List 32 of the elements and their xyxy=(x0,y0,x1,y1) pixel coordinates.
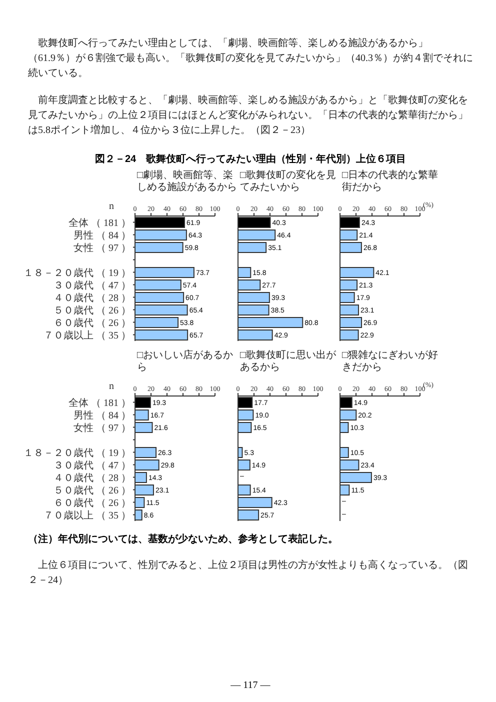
y-tick-label: ４０歳代 （ 28 ） xyxy=(54,472,131,484)
y-tick-label: 女性 （ 97 ） xyxy=(74,242,131,254)
y-tick-label: 全体 （ 181 ） xyxy=(68,216,131,229)
y-tick-label: ７０歳以上 （ 35 ） xyxy=(44,509,131,522)
y-tick-label: 男性 （ 84 ） xyxy=(74,409,131,422)
text: （注）年代別については、基数が少ないため、参考として表記した。 xyxy=(28,532,339,546)
text: n xyxy=(109,381,114,392)
y-tick-label: ５０歳代 （ 26 ） xyxy=(54,304,131,316)
chart-title: □おいしい店があるから xyxy=(137,350,234,374)
text: 図２－24 歌舞伎町へ行ってみたい理由（性別・年代別）上位６項目 xyxy=(94,152,408,166)
y-tick-label: ４０歳代 （ 28 ） xyxy=(54,292,131,304)
chart-title: □歌舞伎町の変化を見てみたいから xyxy=(240,170,336,193)
y-tick-label: ７０歳以上 （ 35 ） xyxy=(44,329,131,342)
y-tick-label: ３０歳代 （ 47 ） xyxy=(54,279,131,292)
y-tick-label: 男性 （ 84 ） xyxy=(74,229,131,242)
text: 上位６項目について、性別でみると、上位２項目は男性の方が女性よりも高くなっている。（図２－24） xyxy=(28,558,469,588)
chart-title: □猥雑なにぎわいが好きだから xyxy=(342,350,440,374)
y-tick-label: ６０歳代 （ 26 ） xyxy=(54,496,131,509)
y-tick-label: ５０歳代 （ 26 ） xyxy=(54,484,131,496)
y-tick-label: 女性 （ 97 ） xyxy=(74,422,131,434)
y-tick-label: 全体 （ 181 ） xyxy=(68,396,131,409)
y-tick-label: ６０歳代 （ 26 ） xyxy=(54,316,131,329)
chart-title: □歌舞伎町に思い出があるから xyxy=(240,350,336,373)
text: — 117 — xyxy=(230,680,272,691)
text: 歌舞伎町へ行ってみたい理由としては、「劇場、映画館等、楽しめる施設があるから」（61.9％）が６割強で最も高い。「歌舞伎町の変化を見てみたいから」（40.3％）が約４割でそれに続いている。 xyxy=(28,36,473,81)
chart-title: □日本の代表的な繁華街だから xyxy=(342,170,440,194)
chart-title: □劇場、映画館等、楽しめる施設があるから xyxy=(137,170,238,194)
text: n xyxy=(109,201,114,212)
y-tick-label: １８－２０歳代 （ 19 ） xyxy=(24,446,131,459)
text: 前年度調査と比較すると、「劇場、映画館等、楽しめる施設があるから」と「歌舞伎町の変化を見てみたいから」の上位２項目にはほとんど変化がみられない。「日本の代表的な繁華街だから」は5.8ポイント増加し、４位から３位に上昇した。（図２－23） xyxy=(28,94,469,138)
y-tick-label: ３０歳代 （ 47 ） xyxy=(54,459,131,472)
y-tick-label: １８－２０歳代 （ 19 ） xyxy=(24,266,131,279)
